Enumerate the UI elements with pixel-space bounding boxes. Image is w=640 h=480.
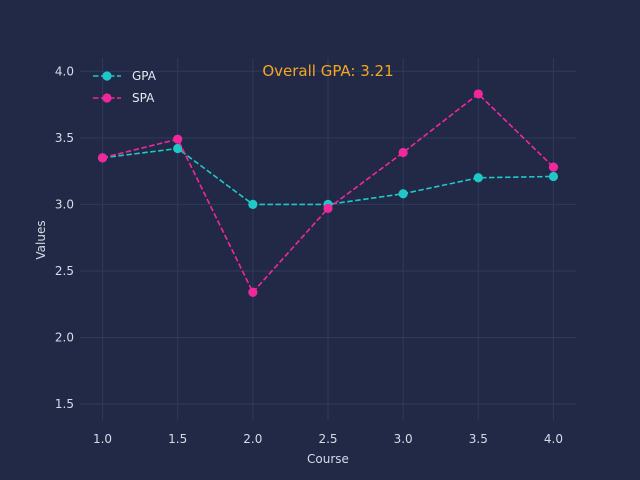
legend: GPA SPA	[93, 69, 157, 105]
spa-data-point	[173, 134, 183, 144]
gpa-legend-marker	[102, 71, 112, 81]
spa-data-point	[548, 162, 559, 172]
spa-data-point	[97, 153, 108, 163]
spa-data-point	[398, 147, 408, 158]
y-tick-label: 2.5	[55, 264, 74, 278]
x-tick-label: 2.0	[243, 432, 262, 446]
tick-labels: 1.0 1.5 2.0 2.5 3.0 3.5 4.0 1.5 2.0 2.5 3.0 3.5 4.0	[55, 64, 563, 446]
y-tick-label: 3.5	[55, 131, 74, 145]
y-tick-label: 3.0	[55, 197, 74, 211]
gpa-data-point	[398, 189, 408, 199]
gpa-data-point	[548, 171, 559, 182]
x-tick-label: 3.5	[469, 432, 488, 446]
gpa-legend-label: GPA	[132, 69, 157, 83]
spa-data-point	[323, 203, 333, 213]
gpa-data-point	[248, 199, 258, 209]
x-axis-label: Course	[307, 452, 349, 466]
gpa-data-point	[173, 143, 183, 154]
overall-gpa-annotation: Overall GPA: 3.21	[262, 62, 393, 80]
gpa-data-point	[473, 173, 483, 183]
x-tick-label: 1.0	[93, 432, 112, 446]
grid	[80, 58, 576, 420]
y-tick-label: 2.0	[55, 330, 74, 344]
series-layer	[97, 89, 559, 297]
x-tick-label: 2.5	[318, 432, 337, 446]
y-tick-label: 1.5	[55, 397, 74, 411]
spa-legend-label: SPA	[132, 91, 155, 105]
x-tick-label: 1.5	[168, 432, 187, 446]
x-tick-label: 3.0	[394, 432, 413, 446]
spa-legend-marker	[102, 93, 112, 103]
y-tick-label: 4.0	[55, 64, 74, 78]
x-tick-label: 4.0	[544, 432, 563, 446]
y-axis-label: Values	[34, 220, 48, 259]
spa-data-point	[248, 287, 258, 297]
spa-data-point	[473, 89, 483, 99]
